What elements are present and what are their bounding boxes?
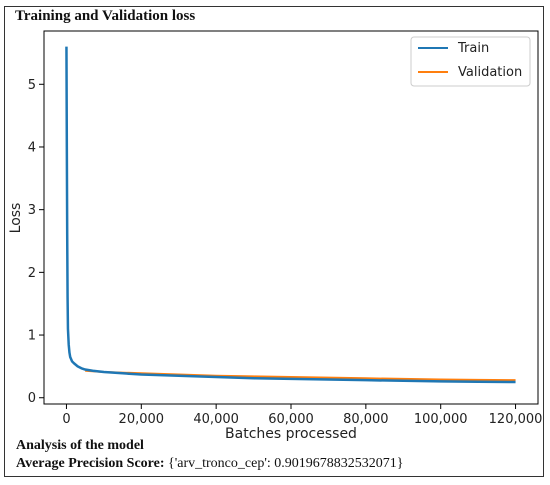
y-axis-label: Loss [8, 203, 24, 234]
x-tick-label: 0 [62, 412, 70, 427]
x-tick-label: 40,000 [193, 412, 239, 427]
x-tick-label: 100,000 [414, 412, 468, 427]
x-axis-label: Batches processed [225, 426, 357, 442]
score-line: Average Precision Score: {'arv_tronco_ce… [16, 456, 403, 472]
legend-box [410, 36, 531, 87]
y-tick-label: 1 [28, 329, 36, 344]
x-tick-label: 60,000 [268, 412, 314, 427]
chart-title: Training and Validation loss [15, 8, 196, 24]
x-tick-label: 20,000 [119, 412, 165, 427]
x-axis-ticks: 0 20,000 40,000 60,000 80,000 100,000 120,000 [62, 404, 542, 427]
legend-label-validation: Validation [458, 65, 522, 80]
score-value: {'arv_tronco_cep': 0.9019678832532071} [168, 456, 404, 471]
y-tick-label: 2 [28, 266, 36, 281]
analysis-heading: Analysis of the model [16, 438, 144, 453]
score-label: Average Precision Score: [16, 456, 165, 471]
y-axis-ticks: 0 1 2 3 4 5 [28, 78, 44, 406]
y-tick-label: 4 [28, 140, 36, 155]
legend-label-train: Train [457, 41, 489, 56]
y-tick-label: 5 [28, 78, 36, 93]
x-tick-label: 120,000 [489, 412, 543, 427]
y-tick-label: 3 [28, 203, 36, 218]
x-tick-label: 80,000 [343, 412, 389, 427]
series-line-train [65, 46, 516, 384]
y-tick-label: 0 [28, 391, 36, 406]
plot-area [43, 30, 539, 405]
series-line-validation [85, 369, 516, 382]
series-group [65, 46, 516, 384]
legend: Train Validation [410, 36, 531, 87]
